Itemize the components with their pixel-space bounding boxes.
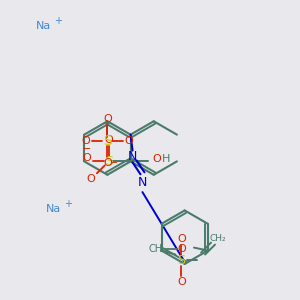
Text: O: O <box>152 154 161 164</box>
Text: Na: Na <box>36 21 51 31</box>
Text: H: H <box>162 154 170 164</box>
Text: O: O <box>177 234 186 244</box>
Text: O: O <box>178 244 187 254</box>
Text: Na: Na <box>46 204 61 214</box>
Text: −: − <box>82 143 92 154</box>
Text: O: O <box>125 136 134 146</box>
Text: +: + <box>64 200 72 209</box>
Text: N: N <box>138 176 147 189</box>
Text: O: O <box>104 135 113 145</box>
Text: S: S <box>177 254 185 267</box>
Text: O: O <box>177 277 186 287</box>
Text: O: O <box>87 174 95 184</box>
Text: O: O <box>103 114 112 124</box>
Text: S: S <box>105 155 113 168</box>
Text: O: O <box>103 158 112 168</box>
Text: N: N <box>128 150 137 163</box>
Text: CH₂: CH₂ <box>210 234 226 243</box>
Text: −: − <box>110 158 118 168</box>
Text: CH₃: CH₃ <box>148 244 166 254</box>
Text: +: + <box>54 16 62 26</box>
Text: O: O <box>81 136 90 146</box>
Text: S: S <box>103 134 112 148</box>
Text: O: O <box>82 153 91 164</box>
